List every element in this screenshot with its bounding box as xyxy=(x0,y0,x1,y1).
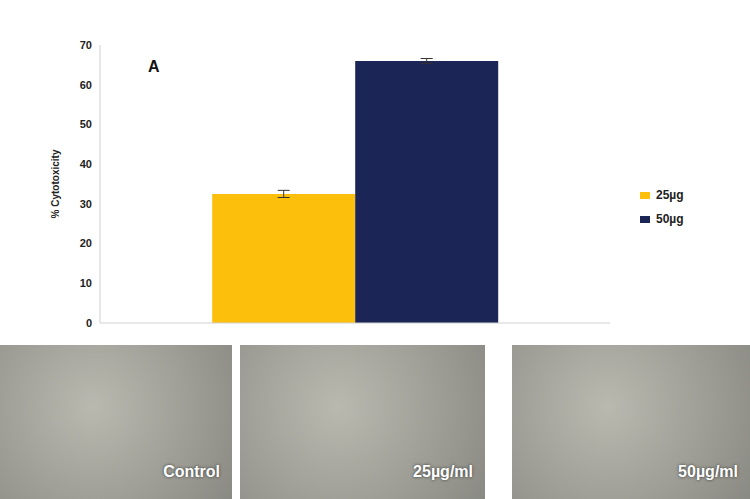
html-text:50µg/ml: 50µg/ml xyxy=(678,463,738,480)
svg-text:10: 10 xyxy=(80,277,92,289)
svg-text:20: 20 xyxy=(80,237,92,249)
svg-text:70: 70 xyxy=(80,39,92,51)
svg-text:30: 30 xyxy=(80,198,92,210)
svg-text:50: 50 xyxy=(80,118,92,130)
html-text:25µg: 25µg xyxy=(656,188,684,202)
html-text:50µg: 50µg xyxy=(656,212,684,226)
svg-text:40: 40 xyxy=(80,158,92,170)
html-text:25µg/ml: 25µg/ml xyxy=(413,463,473,480)
html-text:Control: Control xyxy=(163,463,220,480)
svg-text:60: 60 xyxy=(80,79,92,91)
svg-text:% Cytotoxicity: % Cytotoxicity xyxy=(50,149,61,218)
svg-text:0: 0 xyxy=(86,317,92,329)
html-text:A: A xyxy=(148,58,160,75)
